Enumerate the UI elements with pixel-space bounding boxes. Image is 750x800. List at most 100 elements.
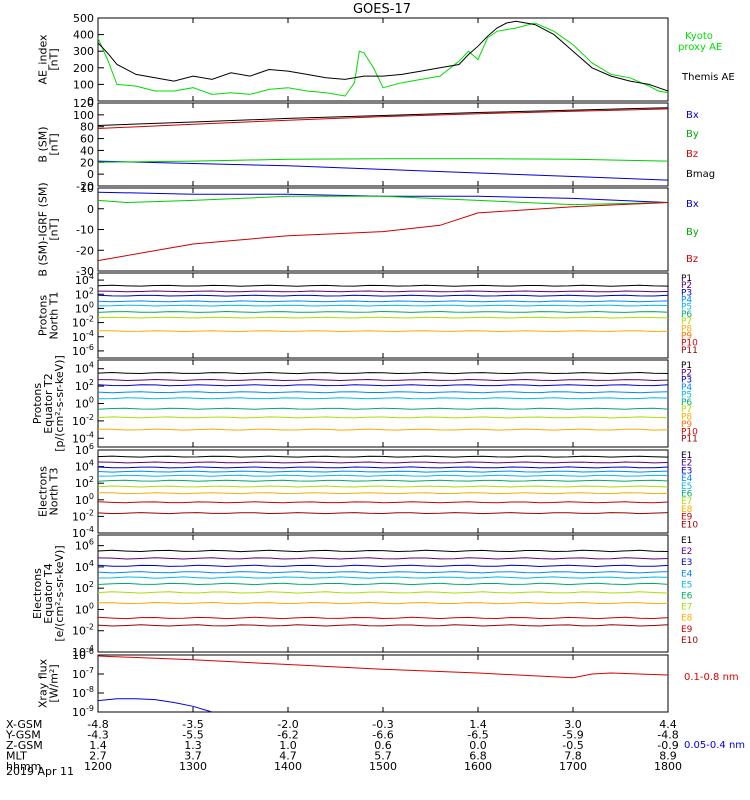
y-tick-label: 10-6 (72, 343, 94, 358)
panel-frame (97, 654, 669, 713)
channel-legend-P2: P2 (681, 281, 692, 291)
y-tick-label: 100 (75, 396, 94, 411)
y-axis-label: Electrons (31, 568, 44, 619)
legend-bsm-by: By (686, 129, 699, 140)
y-axis-label: Equator T2 (42, 373, 55, 433)
ephemeris-value: 1.4 (89, 739, 107, 752)
series-line-0.1-0.8 nm (97, 655, 669, 679)
ephemeris-label: X-GSM (6, 718, 42, 731)
ephemeris-value: 6.8 (469, 750, 487, 763)
series-line-P4 (97, 391, 669, 394)
y-axis-label: Xray flux (37, 658, 50, 708)
y-tick-label: 102 (75, 580, 94, 595)
series-line-Bmag (97, 107, 669, 126)
y-tick-label: 0 (87, 203, 94, 216)
y-tick-label: 10-9 (72, 704, 94, 719)
ephemeris-value: 1600 (464, 760, 492, 773)
ephemeris-value: 1.4 (469, 718, 487, 731)
series-line-P2 (97, 290, 669, 293)
ephemeris-value: 1300 (179, 760, 207, 773)
channel-legend-P10: P10 (681, 427, 698, 437)
date-label: 2019 Apr 11 (6, 765, 74, 778)
ephemeris-value: 1400 (274, 760, 302, 773)
series-line-P4 (97, 300, 669, 303)
y-tick-exponent: -4 (86, 525, 94, 534)
ephemeris-value: 1500 (369, 760, 397, 773)
series-line-By (97, 195, 669, 206)
channel-legend-P8: P8 (681, 413, 692, 423)
y-tick-label: 104 (75, 361, 94, 376)
ephemeris-value: 4.4 (659, 718, 677, 731)
ephemeris-value: -0.3 (372, 718, 393, 731)
ephemeris-value: -2.0 (277, 718, 298, 731)
series-line-E2 (97, 461, 669, 464)
channel-legend-P9: P9 (681, 420, 692, 430)
y-tick-exponent: 2 (89, 580, 94, 589)
series-line-E10 (97, 512, 669, 515)
y-tick-label: 100 (75, 492, 94, 507)
y-tick-label: 10-7 (72, 666, 94, 681)
panels: 0100200300400500AE_index[nT]-20020406080… (31, 12, 698, 719)
ephemeris-value: 8.9 (659, 750, 677, 763)
y-tick-label: 104 (75, 459, 94, 474)
series-line-E7 (97, 485, 669, 488)
series-line-P1 (97, 371, 669, 375)
y-tick-exponent: 0 (89, 601, 94, 610)
y-tick-exponent: 6 (89, 442, 94, 451)
y-tick-label: 100 (73, 109, 94, 122)
series-line-0.05-0.4 nm (97, 698, 213, 713)
y-axis-label: B (SM) (37, 126, 50, 162)
series-line-E4 (97, 470, 669, 473)
y-tick-exponent: 0 (89, 396, 94, 405)
ephemeris-value: 3.7 (184, 750, 202, 763)
series-line-P1 (97, 284, 669, 287)
ephemeris-label: hhmm (6, 760, 41, 773)
ephemeris-value: -4.3 (87, 729, 108, 742)
y-tick-label: -10 (76, 224, 94, 237)
ephemeris-label: Y-GSM (5, 729, 41, 742)
y-tick-label: 102 (75, 378, 94, 393)
channel-legend-E4: E4 (681, 474, 693, 484)
channel-legend-P2: P2 (681, 368, 692, 378)
y-tick-exponent: 4 (89, 459, 94, 468)
y-tick-label: 200 (73, 62, 94, 75)
channel-legend-E8: E8 (681, 505, 693, 515)
legend-igrf-bz: Bz (686, 254, 698, 265)
channel-legend-P3: P3 (681, 376, 692, 386)
series-line-E2 (97, 557, 669, 560)
y-tick-label: 100 (75, 601, 94, 616)
y-axis-label: B (SM)-IGRF (SM) (37, 182, 50, 276)
legend-kyoto-line1: Kyoto (685, 31, 713, 42)
legend-kyoto-line2: proxy AE (678, 42, 722, 53)
ephemeris-value: 1.0 (279, 739, 297, 752)
legend-bsm-bz: Bz (686, 149, 698, 160)
channel-legend-P5: P5 (681, 303, 692, 313)
series-line-E6 (97, 582, 669, 586)
series-line-P5 (97, 397, 669, 400)
y-tick-label: -20 (76, 244, 94, 257)
ephemeris-value: -5.9 (562, 729, 583, 742)
series-line-E8 (98, 492, 669, 495)
series-line-E3 (97, 564, 669, 568)
channel-legend-E2: E2 (681, 547, 692, 557)
y-axis-label: [nT] (48, 133, 61, 155)
series-line-P3 (97, 384, 669, 387)
ephemeris-value: 1.3 (184, 739, 202, 752)
channel-legend-P6: P6 (681, 310, 692, 320)
channel-legend-E7: E7 (681, 497, 692, 507)
series-line-E3 (97, 466, 669, 469)
plot-title: GOES-17 (353, 2, 411, 17)
y-axis-label: [nT] (48, 48, 61, 70)
ephemeris-value: 0.0 (469, 739, 487, 752)
y-axis-label: [nT] (48, 218, 61, 240)
panel-b_igrf: -30 -20 -10 0 10 B (SM)-IGRF (SM)[nT] (37, 182, 669, 278)
y-tick-label: 0 (87, 95, 94, 108)
channel-legend-E3: E3 (681, 466, 692, 476)
y-tick-label: 10-6 (72, 647, 94, 662)
y-tick-exponent: 6 (89, 538, 94, 547)
series-line-P2 (97, 378, 669, 382)
